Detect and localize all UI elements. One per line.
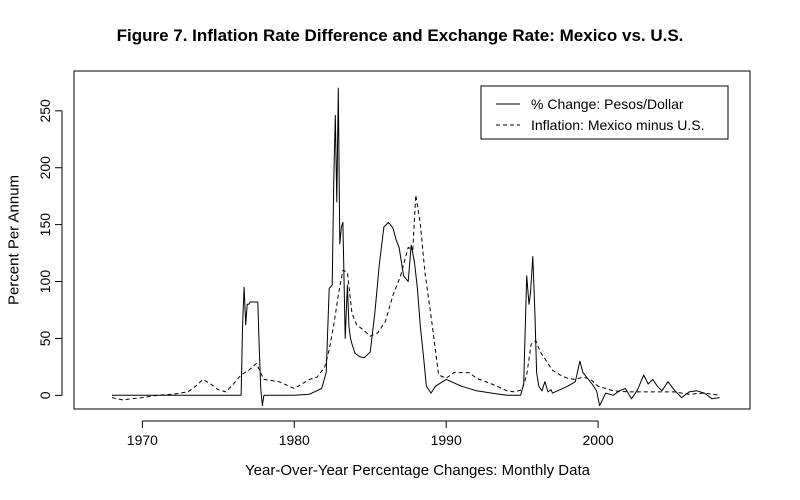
series-inflation-diff-line (111, 194, 720, 401)
legend-box (480, 85, 729, 140)
series-pesos-dollar-line (112, 87, 720, 407)
series-layer (111, 87, 720, 407)
y-tick-label: 250 (37, 99, 53, 123)
x-tick-label: 1970 (127, 432, 158, 448)
axes: 1970 1980 1990 2000 0 50 100 150 200 250 (37, 99, 614, 448)
plot-frame (73, 70, 751, 410)
y-tick-label: 100 (37, 270, 53, 294)
x-tick-label: 1990 (431, 432, 462, 448)
x-tick-label: 1980 (279, 432, 310, 448)
legend-label-inflation-diff: Inflation: Mexico minus U.S. (531, 117, 705, 133)
legend-label-pesos-dollar: % Change: Pesos/Dollar (531, 96, 684, 112)
y-tick-label: 50 (37, 330, 53, 346)
x-axis-label: Year-Over-Year Percentage Changes: Month… (245, 462, 590, 479)
y-tick-label: 0 (37, 391, 53, 399)
chart-title: Figure 7. Inflation Rate Difference and … (116, 26, 684, 45)
y-tick-label: 200 (37, 156, 53, 180)
legend: % Change: Pesos/Dollar Inflation: Mexico… (480, 85, 729, 140)
y-tick-label: 150 (37, 213, 53, 237)
y-axis-label: Percent Per Annum (5, 174, 23, 306)
x-tick-label: 2000 (583, 432, 614, 448)
